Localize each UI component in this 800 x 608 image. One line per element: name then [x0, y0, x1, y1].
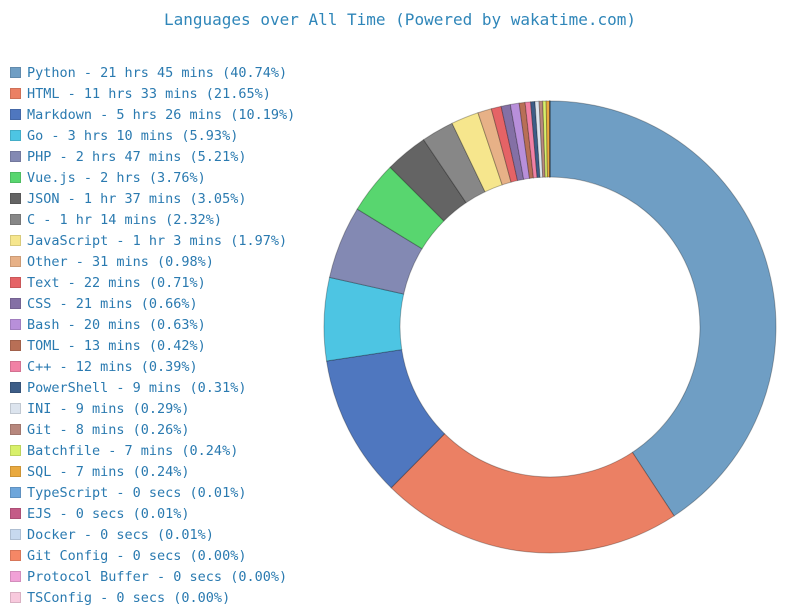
legend-label: Protocol Buffer - 0 secs (0.00%) [27, 569, 287, 585]
chart-title: Languages over All Time (Powered by waka… [0, 10, 800, 30]
legend-item: CSS - 21 mins (0.66%) [10, 293, 320, 314]
legend-swatch [10, 487, 21, 498]
legend-swatch [10, 235, 21, 246]
legend-item: C - 1 hr 14 mins (2.32%) [10, 209, 320, 230]
legend-swatch [10, 88, 21, 99]
legend-item: Python - 21 hrs 45 mins (40.74%) [10, 62, 320, 83]
legend-label: Git - 8 mins (0.26%) [27, 422, 190, 438]
legend-label: Bash - 20 mins (0.63%) [27, 317, 206, 333]
legend-swatch [10, 67, 21, 78]
legend-swatch [10, 592, 21, 603]
donut-chart [320, 97, 780, 557]
legend-label: HTML - 11 hrs 33 mins (21.65%) [27, 86, 271, 102]
legend-swatch [10, 466, 21, 477]
legend-item: JSON - 1 hr 37 mins (3.05%) [10, 188, 320, 209]
donut-slice [550, 101, 776, 516]
legend-label: Go - 3 hrs 10 mins (5.93%) [27, 128, 238, 144]
legend-item: PHP - 2 hrs 47 mins (5.21%) [10, 146, 320, 167]
legend-item: C++ - 12 mins (0.39%) [10, 356, 320, 377]
legend-item: Batchfile - 7 mins (0.24%) [10, 440, 320, 461]
legend-label: Vue.js - 2 hrs (3.76%) [27, 170, 206, 186]
legend-label: EJS - 0 secs (0.01%) [27, 506, 190, 522]
legend-label: Text - 22 mins (0.71%) [27, 275, 206, 291]
legend-item: Git - 8 mins (0.26%) [10, 419, 320, 440]
donut-chart-svg [320, 97, 780, 557]
legend-item: HTML - 11 hrs 33 mins (21.65%) [10, 83, 320, 104]
legend-label: JavaScript - 1 hr 3 mins (1.97%) [27, 233, 287, 249]
legend-item: JavaScript - 1 hr 3 mins (1.97%) [10, 230, 320, 251]
legend-swatch [10, 172, 21, 183]
legend-item: Go - 3 hrs 10 mins (5.93%) [10, 125, 320, 146]
legend-item: EJS - 0 secs (0.01%) [10, 503, 320, 524]
legend-item: Bash - 20 mins (0.63%) [10, 314, 320, 335]
legend-item: TSConfig - 0 secs (0.00%) [10, 587, 320, 608]
legend-swatch [10, 298, 21, 309]
legend-swatch [10, 424, 21, 435]
legend-item: Docker - 0 secs (0.01%) [10, 524, 320, 545]
legend-item: Protocol Buffer - 0 secs (0.00%) [10, 566, 320, 587]
legend-label: TOML - 13 mins (0.42%) [27, 338, 206, 354]
legend-label: CSS - 21 mins (0.66%) [27, 296, 198, 312]
legend-swatch [10, 214, 21, 225]
legend-item: PowerShell - 9 mins (0.31%) [10, 377, 320, 398]
legend-swatch [10, 529, 21, 540]
legend-label: JSON - 1 hr 37 mins (3.05%) [27, 191, 246, 207]
legend-swatch [10, 109, 21, 120]
legend-swatch [10, 340, 21, 351]
legend-label: Batchfile - 7 mins (0.24%) [27, 443, 238, 459]
donut-slice [391, 434, 674, 553]
legend-label: PHP - 2 hrs 47 mins (5.21%) [27, 149, 246, 165]
legend-swatch [10, 571, 21, 582]
legend-item: Vue.js - 2 hrs (3.76%) [10, 167, 320, 188]
legend-label: TSConfig - 0 secs (0.00%) [27, 590, 230, 606]
legend-swatch [10, 382, 21, 393]
legend-swatch [10, 277, 21, 288]
legend-swatch [10, 445, 21, 456]
legend-label: SQL - 7 mins (0.24%) [27, 464, 190, 480]
legend-swatch [10, 403, 21, 414]
legend-label: Other - 31 mins (0.98%) [27, 254, 214, 270]
legend-label: C - 1 hr 14 mins (2.32%) [27, 212, 222, 228]
legend-swatch [10, 151, 21, 162]
legend-label: PowerShell - 9 mins (0.31%) [27, 380, 246, 396]
legend-swatch [10, 550, 21, 561]
legend-swatch [10, 361, 21, 372]
chart-legend: Python - 21 hrs 45 mins (40.74%) HTML - 1… [10, 62, 320, 608]
legend-label: Markdown - 5 hrs 26 mins (10.19%) [27, 107, 295, 123]
legend-item: Git Config - 0 secs (0.00%) [10, 545, 320, 566]
legend-item: Text - 22 mins (0.71%) [10, 272, 320, 293]
legend-item: Markdown - 5 hrs 26 mins (10.19%) [10, 104, 320, 125]
legend-item: Other - 31 mins (0.98%) [10, 251, 320, 272]
legend-swatch [10, 508, 21, 519]
legend-label: TypeScript - 0 secs (0.01%) [27, 485, 246, 501]
legend-label: INI - 9 mins (0.29%) [27, 401, 190, 417]
legend-item: TypeScript - 0 secs (0.01%) [10, 482, 320, 503]
legend-label: C++ - 12 mins (0.39%) [27, 359, 198, 375]
legend-swatch [10, 130, 21, 141]
legend-label: Python - 21 hrs 45 mins (40.74%) [27, 65, 287, 81]
legend-label: Git Config - 0 secs (0.00%) [27, 548, 246, 564]
legend-swatch [10, 193, 21, 204]
legend-label: Docker - 0 secs (0.01%) [27, 527, 214, 543]
legend-item: SQL - 7 mins (0.24%) [10, 461, 320, 482]
legend-item: TOML - 13 mins (0.42%) [10, 335, 320, 356]
legend-swatch [10, 319, 21, 330]
legend-item: INI - 9 mins (0.29%) [10, 398, 320, 419]
legend-swatch [10, 256, 21, 267]
